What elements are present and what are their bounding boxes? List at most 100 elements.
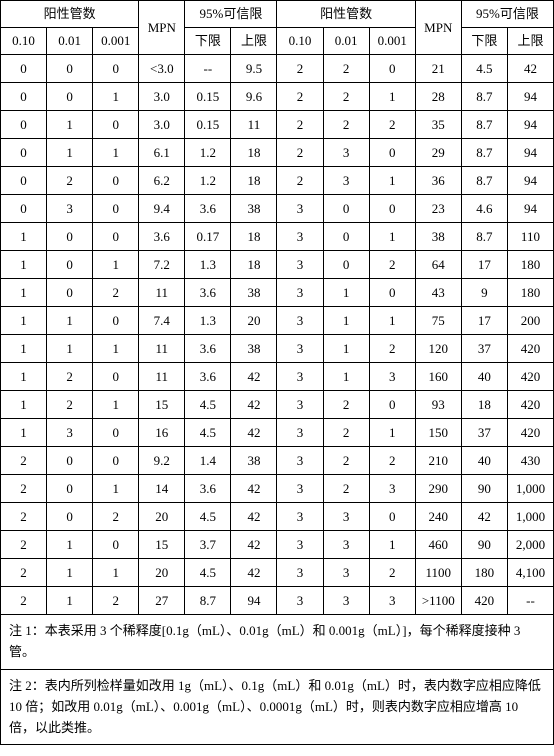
table-cell: 1,000 [507,475,553,503]
table-cell: 2 [47,167,93,195]
table-cell: 180 [461,559,507,587]
table-cell: 2 [277,83,323,111]
table-cell: 18 [231,139,277,167]
table-cell: 1 [1,251,47,279]
table-body: 000<3.0--9.5220214.5420013.00.159.622128… [1,55,554,615]
table-cell: 6.1 [139,139,185,167]
table-cell: 36 [415,167,461,195]
table-cell: >1100 [415,587,461,615]
table-cell: 4.5 [185,503,231,531]
table-cell: 2 [47,391,93,419]
table-cell: 120 [415,335,461,363]
table-cell: 14 [139,475,185,503]
table-cell: 0 [1,195,47,223]
table-cell: 2 [93,503,139,531]
header-mpn-left: MPN [139,1,185,55]
table-cell: 1 [47,335,93,363]
table-row: 201143.642323290901,000 [1,475,554,503]
mpn-table: 阳性管数 MPN 95%可信限 阳性管数 MPN 95%可信限 0.10 0.0… [0,0,554,745]
table-cell: 9.4 [139,195,185,223]
table-cell: 3.6 [139,223,185,251]
header-lower-left: 下限 [185,28,231,55]
table-cell: 8.7 [185,587,231,615]
table-cell: 15 [139,531,185,559]
table-cell: 2 [1,531,47,559]
table-cell: <3.0 [139,55,185,83]
table-cell: 38 [231,279,277,307]
table-cell: 420 [507,335,553,363]
table-cell: 3 [277,447,323,475]
note-1: 注 1：本表采用 3 个稀释度[0.1g（mL）、0.01g（mL）和 0.00… [1,615,554,670]
table-cell: 2 [93,587,139,615]
table-cell: 2 [323,111,369,139]
table-cell: 11 [139,335,185,363]
table-cell: 3 [323,139,369,167]
table-cell: 1 [1,363,47,391]
table-cell: 3 [277,419,323,447]
table-cell: 9.2 [139,447,185,475]
table-cell: 1 [1,279,47,307]
table-cell: 1 [47,139,93,167]
table-row: 0103.00.1511222358.794 [1,111,554,139]
table-cell: 0 [47,279,93,307]
table-cell: 210 [415,447,461,475]
table-cell: 17 [461,251,507,279]
table-cell: -- [507,587,553,615]
table-cell: 2 [1,447,47,475]
table-cell: 8.7 [461,139,507,167]
table-cell: 3.6 [185,335,231,363]
table-cell: 0 [1,55,47,83]
table-cell: 17 [461,307,507,335]
table-cell: 1 [47,559,93,587]
header-lower-right: 下限 [461,28,507,55]
header-d010-left: 0.10 [1,28,47,55]
table-cell: 1 [93,251,139,279]
table-cell: 3 [277,363,323,391]
table-row: 2009.21.43832221040430 [1,447,554,475]
table-cell: 27 [139,587,185,615]
table-cell: 7.2 [139,251,185,279]
table-cell: 1 [369,419,415,447]
table-cell: 3.6 [185,279,231,307]
table-cell: 1 [369,307,415,335]
table-cell: 42 [231,363,277,391]
table-cell: 1 [1,335,47,363]
table-cell: 35 [415,111,461,139]
table-cell: 2 [323,391,369,419]
table-cell: 420 [461,587,507,615]
table-cell: 90 [461,531,507,559]
table-cell: 93 [415,391,461,419]
table-cell: 29 [415,139,461,167]
table-cell: 42 [231,559,277,587]
table-cell: 2 [369,111,415,139]
table-cell: 2 [323,419,369,447]
table-cell: 0 [93,531,139,559]
table-cell: 0 [369,195,415,223]
table-cell: 3.7 [185,531,231,559]
table-cell: 11 [139,279,185,307]
table-cell: 2 [323,447,369,475]
table-cell: 420 [507,419,553,447]
table-row: 130164.54232115037420 [1,419,554,447]
table-cell: 1.3 [185,251,231,279]
table-cell: 94 [507,167,553,195]
table-cell: 3 [323,167,369,195]
table-cell: 3 [277,195,323,223]
table-cell: 1 [323,307,369,335]
table-cell: 160 [415,363,461,391]
table-cell: 1 [1,419,47,447]
table-row: 212278.794333>1100420-- [1,587,554,615]
table-cell: 64 [415,251,461,279]
table-cell: 0 [323,251,369,279]
table-cell: 42 [507,55,553,83]
table-row: 1017.21.3183026417180 [1,251,554,279]
table-cell: 1.2 [185,139,231,167]
table-cell: 3 [47,195,93,223]
table-cell: 3 [277,391,323,419]
table-cell: 20 [139,559,185,587]
table-cell: 0 [93,111,139,139]
header-ci95-right: 95%可信限 [461,1,553,28]
table-cell: 2 [93,279,139,307]
table-cell: 180 [507,251,553,279]
table-cell: 0 [47,251,93,279]
